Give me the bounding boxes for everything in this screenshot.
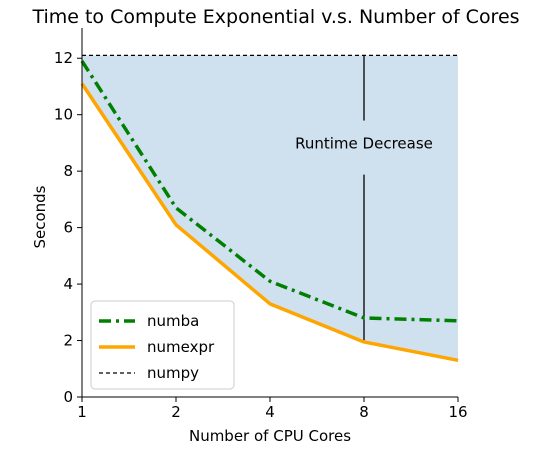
annotation-label: Runtime Decrease xyxy=(295,135,433,153)
x-tick-label: 1 xyxy=(77,403,87,421)
x-tick-label: 4 xyxy=(265,403,275,421)
y-tick-label: 4 xyxy=(63,275,73,293)
x-axis-label: Number of CPU Cores xyxy=(189,427,351,445)
legend-label-numpy: numpy xyxy=(147,364,199,382)
x-tick-label: 2 xyxy=(171,403,181,421)
y-tick-label: 0 xyxy=(63,388,73,406)
x-tick-label: 16 xyxy=(448,403,467,421)
y-tick-label: 2 xyxy=(63,332,73,350)
chart-title: Time to Compute Exponential v.s. Number … xyxy=(31,6,519,28)
y-tick-label: 8 xyxy=(63,162,73,180)
x-tick-label: 8 xyxy=(359,403,369,421)
legend-label-numexpr: numexpr xyxy=(147,338,215,356)
y-tick-label: 12 xyxy=(54,49,73,67)
y-tick-label: 10 xyxy=(54,106,73,124)
legend-label-numba: numba xyxy=(147,312,199,330)
y-axis-label: Seconds xyxy=(31,185,49,248)
y-tick-label: 6 xyxy=(63,219,73,237)
